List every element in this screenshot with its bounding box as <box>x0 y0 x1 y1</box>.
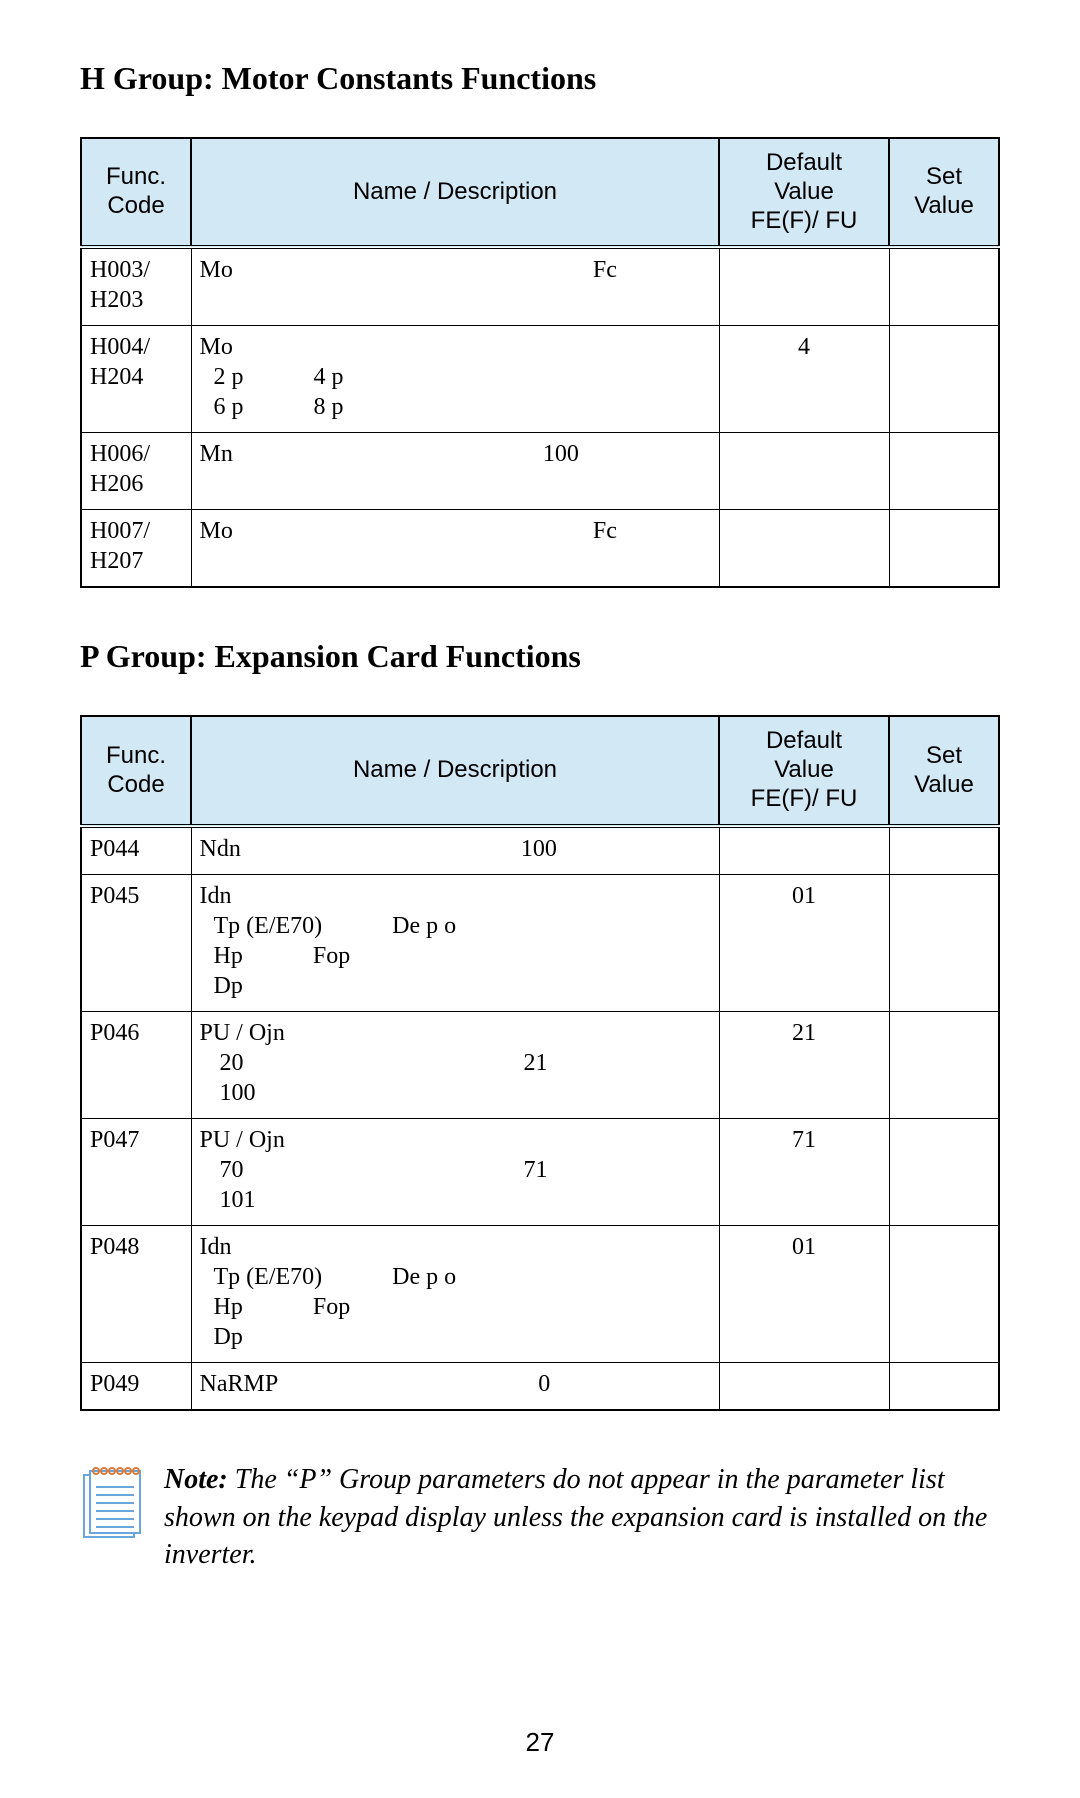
default-value <box>719 1362 889 1410</box>
table-row: P046 PU / Ojn 20 21 100 21 <box>81 1011 999 1118</box>
func-code: H007/ H207 <box>81 510 191 588</box>
notepad-icon <box>80 1461 144 1541</box>
name-cell: Mn 100 <box>191 433 719 510</box>
name-cell: Ndn 100 <box>191 826 719 875</box>
default-value <box>719 247 889 326</box>
func-code: P047 <box>81 1118 191 1225</box>
default-value <box>719 826 889 875</box>
table-row: P047 PU / Ojn 70 71 101 71 <box>81 1118 999 1225</box>
set-value <box>889 1362 999 1410</box>
set-value <box>889 510 999 588</box>
table-row: P048 Idn Tp (E/E70) De p o Hp Fop Dp 01 <box>81 1225 999 1362</box>
h-group-title: H Group: Motor Constants Functions <box>80 60 1000 97</box>
set-value <box>889 1011 999 1118</box>
name-cell: Mo 2 p 4 p 6 p 8 p <box>191 326 719 433</box>
table-row: P045 Idn Tp (E/E70) De p o Hp Fop Dp 01 <box>81 874 999 1011</box>
col-header-name: Name / Description <box>191 716 719 825</box>
default-value: 21 <box>719 1011 889 1118</box>
col-header-set: Set Value <box>889 138 999 247</box>
table-row: H007/ H207 Mo Fc <box>81 510 999 588</box>
name-cell: PU / Ojn 70 71 101 <box>191 1118 719 1225</box>
set-value <box>889 874 999 1011</box>
table-row: P049 NaRMP 0 <box>81 1362 999 1410</box>
page-number: 27 <box>0 1727 1080 1758</box>
func-code: H006/ H206 <box>81 433 191 510</box>
table-row: H006/ H206 Mn 100 <box>81 433 999 510</box>
note-text: Note: The “P” Group parameters do not ap… <box>164 1461 1000 1574</box>
note-block: Note: The “P” Group parameters do not ap… <box>80 1461 1000 1574</box>
func-code: P046 <box>81 1011 191 1118</box>
func-code: P044 <box>81 826 191 875</box>
table-row: P044 Ndn 100 <box>81 826 999 875</box>
table-header-row: Func. Code Name / Description Default Va… <box>81 138 999 247</box>
set-value <box>889 326 999 433</box>
col-header-set: Set Value <box>889 716 999 825</box>
name-cell: Mo Fc <box>191 247 719 326</box>
set-value <box>889 826 999 875</box>
name-cell: Mo Fc <box>191 510 719 588</box>
name-cell: Idn Tp (E/E70) De p o Hp Fop Dp <box>191 1225 719 1362</box>
default-value <box>719 510 889 588</box>
name-cell: PU / Ojn 20 21 100 <box>191 1011 719 1118</box>
default-value: 4 <box>719 326 889 433</box>
name-cell: Idn Tp (E/E70) De p o Hp Fop Dp <box>191 874 719 1011</box>
col-header-code: Func. Code <box>81 716 191 825</box>
col-header-code: Func. Code <box>81 138 191 247</box>
set-value <box>889 1225 999 1362</box>
document-page: H Group: Motor Constants Functions Func.… <box>0 0 1080 1798</box>
func-code: P049 <box>81 1362 191 1410</box>
col-header-name: Name / Description <box>191 138 719 247</box>
col-header-default: Default Value FE(F)/ FU <box>719 716 889 825</box>
func-code: H004/ H204 <box>81 326 191 433</box>
set-value <box>889 1118 999 1225</box>
p-group-title: P Group: Expansion Card Functions <box>80 638 1000 675</box>
default-value: 01 <box>719 1225 889 1362</box>
name-cell: NaRMP 0 <box>191 1362 719 1410</box>
table-row: H003/ H203 Mo Fc <box>81 247 999 326</box>
table-header-row: Func. Code Name / Description Default Va… <box>81 716 999 825</box>
default-value: 01 <box>719 874 889 1011</box>
func-code: P045 <box>81 874 191 1011</box>
set-value <box>889 433 999 510</box>
note-label: Note: <box>164 1464 228 1495</box>
h-group-table: Func. Code Name / Description Default Va… <box>80 137 1000 588</box>
func-code: H003/ H203 <box>81 247 191 326</box>
note-body: The “P” Group parameters do not appear i… <box>164 1464 987 1571</box>
default-value: 71 <box>719 1118 889 1225</box>
set-value <box>889 247 999 326</box>
p-group-table: Func. Code Name / Description Default Va… <box>80 715 1000 1410</box>
col-header-default: Default Value FE(F)/ FU <box>719 138 889 247</box>
default-value <box>719 433 889 510</box>
table-row: H004/ H204 Mo 2 p 4 p 6 p 8 p 4 <box>81 326 999 433</box>
func-code: P048 <box>81 1225 191 1362</box>
